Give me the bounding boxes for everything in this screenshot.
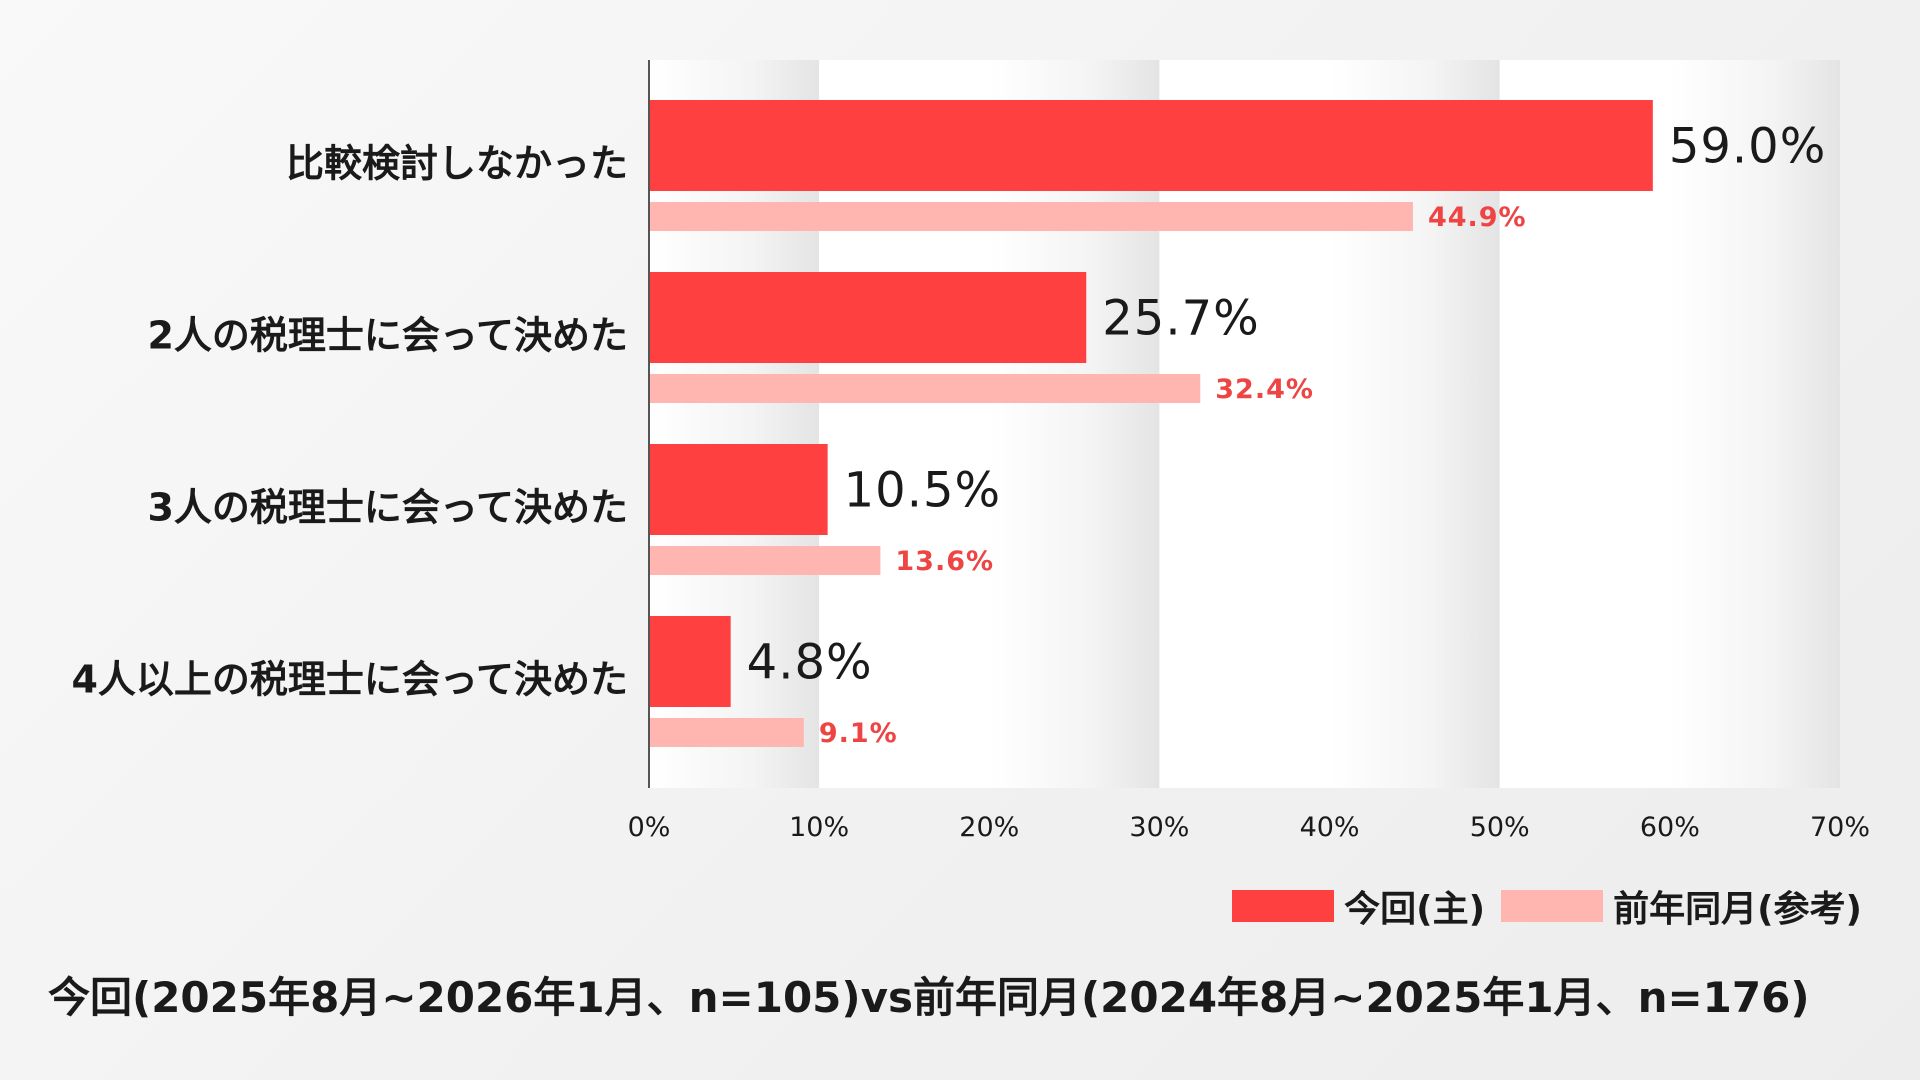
x-tick-label: 60%	[1640, 812, 1700, 843]
bar-previous	[649, 546, 881, 575]
value-labels: 59.0% 44.9% 25.7% 32.4% 10.5% 13.6% 4.8% 9.1%	[747, 119, 1826, 750]
value-label-previous: 13.6%	[895, 546, 994, 577]
value-label-current: 4.8%	[747, 635, 873, 691]
legend-label-previous: 前年同月(参考)	[1613, 889, 1862, 930]
x-tick-label: 50%	[1470, 812, 1530, 843]
value-label-previous: 9.1%	[819, 718, 898, 749]
category-label: 比較検討しなかった	[286, 142, 628, 186]
bar-current	[649, 272, 1087, 363]
bar-current	[649, 444, 828, 535]
x-tick-label: 70%	[1810, 812, 1870, 843]
legend-swatch-current	[1232, 890, 1335, 922]
x-tick-label: 30%	[1129, 812, 1189, 843]
grid-band	[1669, 60, 1840, 788]
legend-swatch-previous	[1501, 890, 1604, 922]
x-tick-label: 10%	[789, 812, 849, 843]
bar-previous	[649, 202, 1413, 231]
x-tick-label: 0%	[628, 812, 671, 843]
x-tick-label: 20%	[959, 812, 1019, 843]
legend-item-previous: 前年同月(参考)	[1501, 880, 1862, 932]
category-label: 2人の税理士に会って決めた	[147, 314, 628, 358]
legend-label-current: 今回(主)	[1344, 889, 1486, 930]
category-label: 4人以上の税理士に会って決めた	[71, 658, 628, 702]
bar-current	[649, 100, 1653, 191]
category-labels: 比較検討しなかった 2人の税理士に会って決めた 3人の税理士に会って決めた 4人以上の…	[71, 142, 628, 702]
value-label-current: 59.0%	[1669, 119, 1826, 175]
bar-previous	[649, 718, 804, 747]
bars	[649, 100, 1653, 747]
legend-item-current: 今回(主)	[1232, 880, 1485, 932]
bar-chart: 59.0% 44.9% 25.7% 32.4% 10.5% 13.6% 4.8% 9.1% 比…	[71, 60, 1870, 843]
x-tick-label: 40%	[1300, 812, 1360, 843]
category-label: 3人の税理士に会って決めた	[147, 486, 628, 530]
value-label-current: 25.7%	[1102, 291, 1259, 347]
bar-current	[649, 616, 731, 707]
value-label-previous: 44.9%	[1428, 202, 1527, 233]
bar-previous	[649, 374, 1201, 403]
legend: 今回(主) 前年同月(参考)	[1232, 880, 1862, 932]
value-label-current: 10.5%	[844, 463, 1001, 519]
x-axis-ticks: 0% 10% 20% 30% 40% 50% 60% 70%	[628, 812, 1870, 843]
value-label-previous: 32.4%	[1215, 374, 1314, 405]
footnote: 今回(2025年8月~2026年1月、n=105)vs前年同月(2024年8月~…	[48, 973, 1810, 1022]
